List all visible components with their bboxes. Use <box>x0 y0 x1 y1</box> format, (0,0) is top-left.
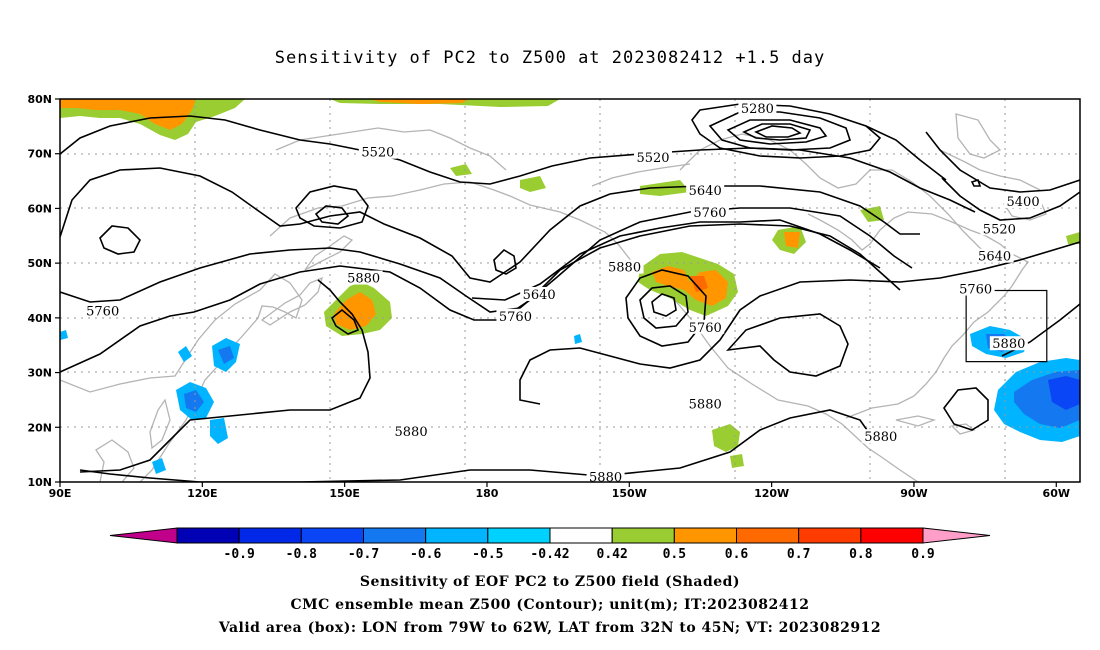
lon-tick-label: 90E <box>49 487 72 500</box>
contour-label-bg <box>392 423 431 438</box>
colorbar-tick-label: 0.8 <box>849 547 873 562</box>
caption-line-3: Valid area (box): LON from 79W to 62W, L… <box>218 620 882 636</box>
contour-label: 5760 <box>959 283 992 298</box>
contour-label-bg <box>686 319 725 334</box>
lat-tick-label: 80N <box>27 93 52 106</box>
contour-label: 5880 <box>689 397 722 412</box>
contour-label-bg <box>1004 193 1043 208</box>
contour-label-bg <box>690 204 729 219</box>
contour-label: 5880 <box>395 425 428 440</box>
valid-area-box <box>965 289 1048 363</box>
contour-label: 5880 <box>864 430 897 445</box>
contour-label: 5880 <box>589 471 622 486</box>
lon-tick-label: 150W <box>612 487 647 500</box>
caption-line-2: CMC ensemble mean Z500 (Contour); unit(m… <box>290 597 810 613</box>
colorbar-segment <box>425 527 489 544</box>
colorbar-segment <box>300 527 365 544</box>
colorbar-labels: -0.9 -0.8 -0.7 -0.6 -0.5 -0.42 0.42 0.5 0.6 0.7 0.… <box>224 547 935 562</box>
lat-tick-label: 30N <box>27 367 52 380</box>
latitude-axis: 80N 70N 60N 50N 40N 30N 20N 10N <box>27 93 60 489</box>
contour-label: 5640 <box>978 250 1011 265</box>
contour-label: 5400 <box>1007 195 1040 210</box>
contour-label: 5760 <box>86 304 119 319</box>
graticule <box>60 99 1080 482</box>
colorbar-tick-label: 0.42 <box>597 547 628 562</box>
contour-label: 5760 <box>689 321 722 336</box>
lat-tick-label: 40N <box>27 312 52 325</box>
colorbar-segment <box>611 527 675 544</box>
contour-label: 5880 <box>608 261 641 276</box>
lat-tick-label: 20N <box>27 421 52 434</box>
lon-tick-label: 150E <box>329 487 359 500</box>
colorbar-tick-label: -0.5 <box>472 547 503 562</box>
lon-tick-label: 120W <box>754 487 789 500</box>
contour-label: 5280 <box>741 102 774 117</box>
colorbar-tick-label: -0.9 <box>224 547 255 562</box>
colorbar-tick-label: -0.8 <box>286 547 317 562</box>
colorbar-segment <box>363 527 427 544</box>
contour-label-bg <box>605 259 644 274</box>
contour-label-bg <box>975 248 1014 263</box>
colorbar-segment <box>860 527 924 544</box>
colorbar-tick-label: -0.7 <box>348 547 379 562</box>
contour-label: 5640 <box>523 288 556 303</box>
contour-label: 5880 <box>347 272 380 287</box>
lon-tick-label: 120E <box>187 487 217 500</box>
colorbar-high-triangle <box>922 527 991 544</box>
colorbar-segment <box>487 527 551 544</box>
contour-label: 5760 <box>499 310 532 325</box>
colorbar-tick-label: -0.42 <box>530 547 569 562</box>
lat-tick-label: 10N <box>27 476 52 489</box>
contour-label-bg <box>586 469 625 482</box>
contour-label: 5880 <box>992 337 1025 352</box>
contour-label: 5760 <box>693 206 726 221</box>
contour-label-bg <box>520 286 559 301</box>
sensitivity-shading <box>60 99 1080 474</box>
contour-label-bg <box>344 270 383 285</box>
contour-label: 5520 <box>983 222 1016 237</box>
colorbar-segment <box>176 527 240 544</box>
colorbar-segment <box>736 527 800 544</box>
contour-label: 5520 <box>361 146 394 161</box>
contour-label-bg <box>686 183 725 198</box>
plot-title: Sensitivity of PC2 to Z500 at 2023082412… <box>274 48 826 68</box>
lat-tick-label: 50N <box>27 257 52 270</box>
contour-label-bg <box>861 429 900 444</box>
contour-label-bg <box>686 396 725 411</box>
colorbar-segment <box>549 527 613 544</box>
lon-tick-label: 180 <box>475 487 498 500</box>
contour-label-bg <box>980 221 1019 236</box>
lat-tick-label: 70N <box>27 148 52 161</box>
lon-tick-label: 60W <box>1043 487 1070 500</box>
contour-label-bg <box>83 303 122 318</box>
longitude-axis: 90E 120E 150E 180 150W 120W 90W 60W <box>49 482 1070 500</box>
contour-label-bg <box>634 150 673 165</box>
colorbar-tick-label: 0.5 <box>663 547 686 562</box>
colorbar <box>109 527 991 544</box>
lon-tick-label: 90W <box>900 487 927 500</box>
contour-label-bg <box>358 144 397 159</box>
contour-labels: 5520 5280 5520 5640 5760 5400 5520 5640 5760 5880… <box>83 100 1043 486</box>
colorbar-tick-label: 0.7 <box>787 547 810 562</box>
colorbar-tick-label: 0.9 <box>911 547 934 562</box>
contour-label-bg <box>956 281 995 296</box>
colorbar-tick-label: -0.6 <box>410 547 441 562</box>
colorbar-segment <box>798 527 862 544</box>
colorbar-segment <box>673 527 737 544</box>
caption-line-1: Sensitivity of EOF PC2 to Z500 field (Sh… <box>359 574 741 590</box>
colorbar-segment <box>238 527 302 544</box>
contour-label-bg <box>496 308 535 323</box>
contour-label: 5640 <box>689 184 722 199</box>
contour-label-bg <box>738 100 777 115</box>
lat-tick-label: 60N <box>27 202 52 215</box>
colorbar-tick-label: 0.6 <box>725 547 749 562</box>
contour-label-bg <box>989 336 1028 351</box>
contour-label: 5520 <box>636 151 669 166</box>
map-frame <box>59 98 1081 483</box>
colorbar-low-triangle <box>109 527 178 544</box>
